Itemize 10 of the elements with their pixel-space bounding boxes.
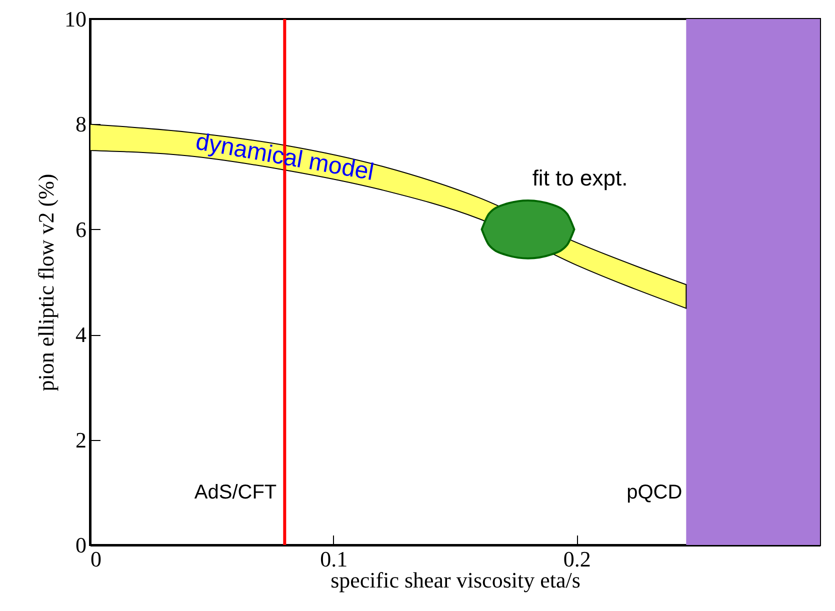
y-tick-label: 10: [64, 6, 86, 32]
y-tick-label: 2: [76, 427, 86, 452]
y-tick-label: 4: [76, 322, 86, 348]
annotation: dynamical model: [194, 128, 376, 186]
y-tick-label: 6: [76, 216, 86, 242]
y-tick-label: 8: [76, 112, 86, 137]
y-axis-title: pion elliptic flow v2 (%): [34, 174, 58, 392]
ref-line-label: AdS/CFT: [194, 481, 277, 504]
annotation: fit to expt.: [532, 165, 628, 190]
band-label: pQCD: [626, 481, 682, 504]
